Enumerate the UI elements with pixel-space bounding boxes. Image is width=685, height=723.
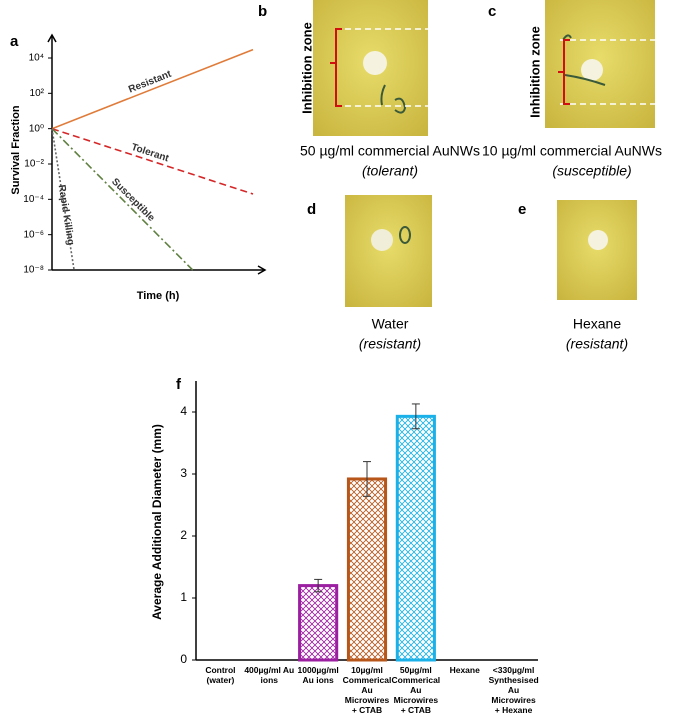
panel-letter: e xyxy=(518,201,526,218)
zone-label: Inhibition zone xyxy=(527,26,542,118)
x-tick-label: 10µg/ml Commerical Au Microwires + CTAB xyxy=(342,665,392,715)
y-tick-label: 10⁻⁸ xyxy=(23,265,44,276)
series-line xyxy=(51,127,254,195)
x-tick-label: 400µg/ml Au ions xyxy=(244,665,295,685)
bar xyxy=(346,477,388,662)
y-tick-label: 3 xyxy=(180,466,187,480)
y-tick-label: 1 xyxy=(180,590,187,604)
series-label: Resistant xyxy=(127,69,174,96)
y-tick-label: 10⁻² xyxy=(24,159,44,170)
y-tick-label: 0 xyxy=(180,652,187,666)
photo xyxy=(345,195,432,307)
disc xyxy=(588,230,608,250)
y-tick-label: 10⁻⁶ xyxy=(23,229,44,240)
error-bar xyxy=(411,403,420,430)
caption: 10 µg/ml commercial AuNWs xyxy=(482,143,662,159)
caption: 50 µg/ml commercial AuNWs xyxy=(300,143,480,159)
disc xyxy=(371,229,393,251)
x-tick-label: 50µg/ml Commerical Au Microwires + CTAB xyxy=(391,665,441,715)
disc xyxy=(363,51,387,75)
x-tick-label: Control (water) xyxy=(205,665,236,685)
caption: Hexane xyxy=(573,316,621,332)
panel-letter: f xyxy=(176,376,182,393)
y-tick-label: 10⁴ xyxy=(29,53,44,64)
bar xyxy=(395,414,436,662)
y-arrow xyxy=(47,33,57,43)
x-tick-label: <330µg/ml Synthesised Au Microwires + He… xyxy=(488,665,539,715)
x-arrow xyxy=(257,265,267,275)
panel-letter: a xyxy=(10,33,19,50)
series-label: Susceptible xyxy=(109,176,157,224)
brace xyxy=(558,39,570,105)
y-tick-label: 10² xyxy=(30,88,45,99)
x-tick-label: Hexane xyxy=(449,665,480,675)
y-axis-label: Survival Fraction xyxy=(10,105,22,195)
x-tick-label: 1000µg/ml Au ions xyxy=(297,665,339,685)
series-line xyxy=(51,48,254,130)
y-tick-label: 10⁻⁴ xyxy=(23,194,44,205)
bar xyxy=(298,584,339,662)
y-tick-label: 10⁰ xyxy=(29,123,44,134)
error-bar xyxy=(314,578,323,593)
caption-result: (resistant) xyxy=(359,336,421,352)
panel-letter: d xyxy=(307,201,316,218)
series-label: Rapid Killing xyxy=(56,184,76,246)
zone-label: Inhibition zone xyxy=(299,22,314,114)
caption-result: (susceptible) xyxy=(552,163,631,179)
caption: Water xyxy=(372,316,409,332)
photo xyxy=(557,200,637,300)
series-line xyxy=(51,128,194,271)
y-tick-label: 2 xyxy=(180,528,187,542)
y-axis-label: Average Additional Diameter (mm) xyxy=(150,424,164,620)
wire xyxy=(380,84,407,114)
caption-result: (tolerant) xyxy=(362,163,418,179)
wire xyxy=(562,34,606,86)
brace xyxy=(330,28,342,107)
error-bar xyxy=(363,461,371,497)
y-tick-label: 4 xyxy=(180,404,187,418)
panel-letter: b xyxy=(258,3,267,20)
caption-result: (resistant) xyxy=(566,336,628,352)
panel-letter: c xyxy=(488,3,496,20)
x-axis-label: Time (h) xyxy=(137,290,180,302)
wire xyxy=(399,226,411,244)
disc xyxy=(581,59,603,81)
